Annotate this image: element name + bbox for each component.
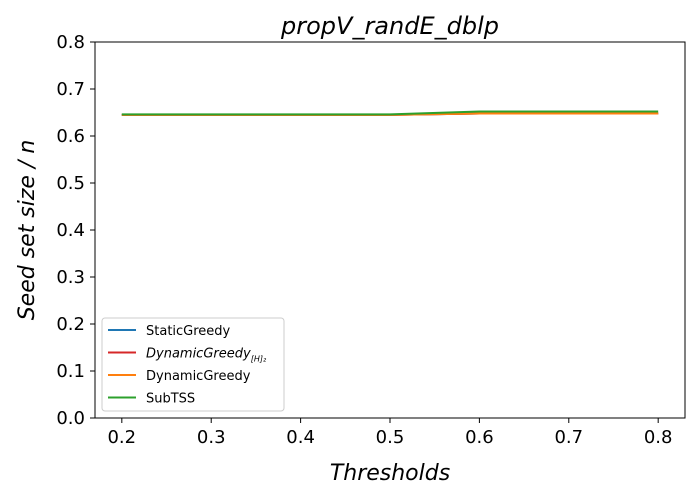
y-tick-label: 0.8 xyxy=(56,32,85,53)
x-tick-label: 0.4 xyxy=(286,427,315,448)
legend-label-1: DynamicGreedy[H]₂ xyxy=(146,347,267,364)
y-tick-label: 0.1 xyxy=(56,361,85,382)
x-axis-label: Thresholds xyxy=(330,461,450,486)
y-tick-label: 0.5 xyxy=(56,173,85,194)
series-line-3 xyxy=(121,110,659,116)
x-tick-label: 0.2 xyxy=(107,427,136,448)
x-tick-label: 0.6 xyxy=(465,427,494,448)
legend: StaticGreedy DynamicGreedy[H]₂ DynamicGree… xyxy=(101,317,285,412)
legend-label-0: StaticGreedy xyxy=(146,324,231,339)
chart-title: propV_randE_dblp xyxy=(280,12,499,40)
legend-label-2: DynamicGreedy xyxy=(146,369,251,384)
y-tick-label: 0.2 xyxy=(56,314,85,335)
y-axis-label: Seed set size / n xyxy=(15,140,40,321)
x-tick-label: 0.3 xyxy=(197,427,226,448)
legend-box xyxy=(101,317,285,412)
y-tick-label: 0.4 xyxy=(56,220,85,241)
plot-area: 0.2 0.3 0.4 0.5 0.6 0.7 0.8 0.0 0.1 0.2 0.3 0.4 0.5 0… xyxy=(56,32,686,448)
legend-label-3: SubTSS xyxy=(146,392,195,407)
x-tick-label: 0.5 xyxy=(376,427,405,448)
y-tick-label: 0.0 xyxy=(56,408,85,429)
x-tick-label: 0.7 xyxy=(554,427,583,448)
y-tick-label: 0.3 xyxy=(56,267,85,288)
y-tick-label: 0.7 xyxy=(56,79,85,100)
x-tick-label: 0.8 xyxy=(644,427,673,448)
y-tick-label: 0.6 xyxy=(56,126,85,147)
